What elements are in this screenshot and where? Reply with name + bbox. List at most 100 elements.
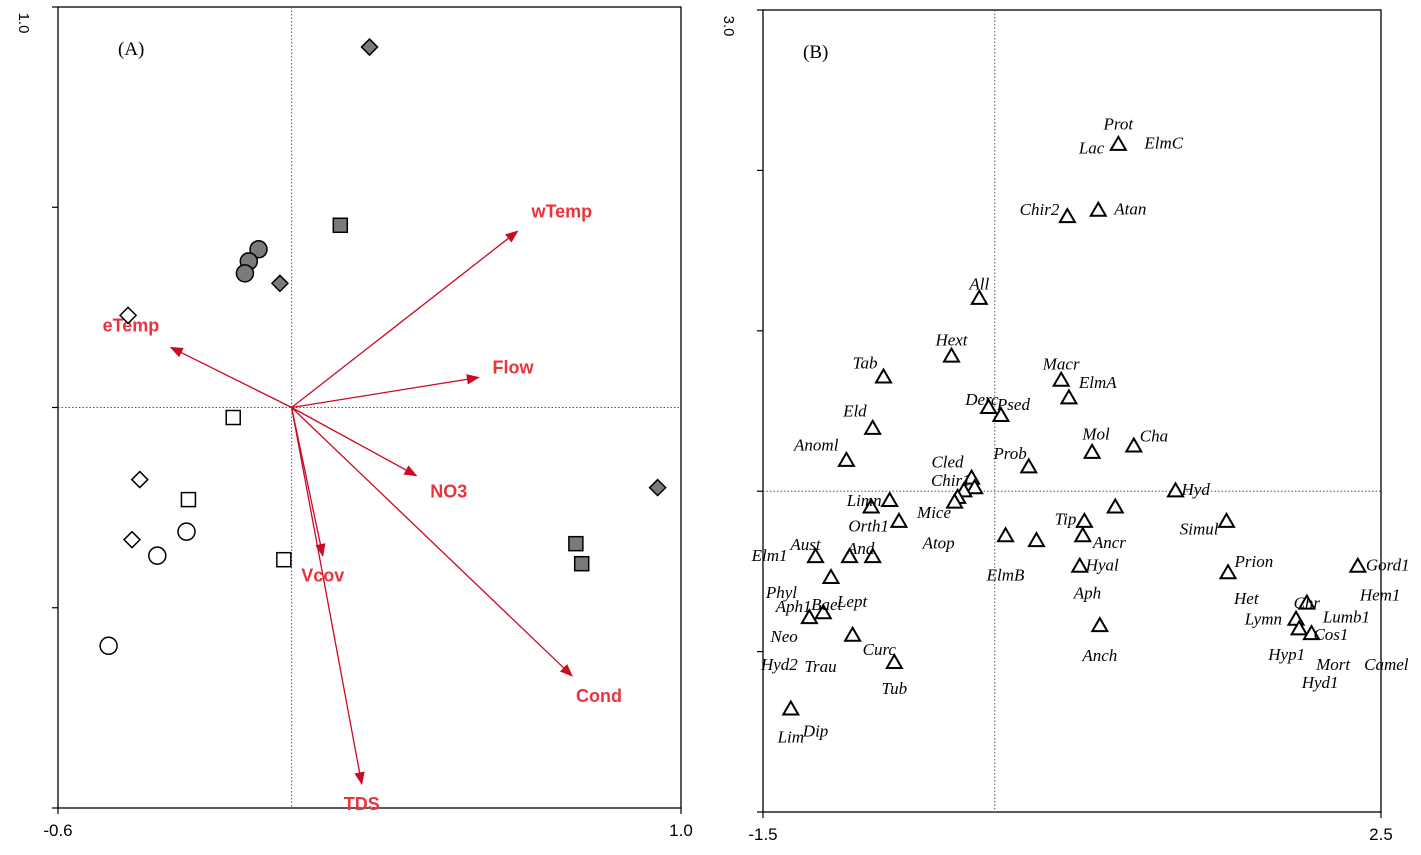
species-marker-triangle: [1109, 134, 1128, 151]
species-label-mice: Mice: [916, 503, 951, 522]
species-marker-triangle: [1106, 497, 1125, 514]
species-marker-triangle: [1082, 442, 1102, 459]
species-label-prot: Prot: [1103, 115, 1135, 134]
species-label-phyl: Phyl: [765, 583, 797, 602]
species-marker-triangle: [1218, 563, 1238, 580]
env-vector-wtemp-label: wTemp: [530, 201, 592, 221]
species-marker-triangle: [1348, 556, 1368, 573]
species-label-and: And: [846, 539, 875, 558]
species-marker-triangle: [889, 511, 909, 528]
site-marker-circle-open: [99, 636, 118, 656]
site-marker-square-open: [180, 491, 197, 508]
species-label-baet: Baet: [811, 595, 843, 614]
species-label-hyal: Hyal: [1085, 556, 1119, 575]
species-label-cos1: Cos1: [1313, 625, 1348, 644]
env-vector-no3-arrow: [291, 406, 418, 477]
species-marker-triangle: [1297, 593, 1317, 610]
species-label-elm1: Elm1: [751, 546, 788, 565]
panel-b-plot-frame: [762, 9, 1382, 813]
species-marker-triangle: [979, 397, 998, 414]
env-vector-flow-label: Flow: [493, 357, 535, 377]
site-marker-circle-filled: [249, 240, 268, 259]
species-label-dip: Dip: [802, 721, 829, 740]
species-marker-triangle: [800, 608, 819, 625]
species-label-orth1: Orth1: [848, 517, 889, 536]
species-label-prob: Prob: [992, 444, 1026, 463]
panel-b: -1.5 2.5 3.0 (B) Prot ElmC Lac Chir2 Atan All Hext…: [720, 9, 1410, 844]
species-label-hext: Hext: [934, 330, 968, 349]
species-label-elmb: ElmB: [986, 565, 1025, 584]
site-marker-circle-open: [177, 522, 196, 541]
species-label-cled: Cled: [931, 452, 964, 471]
panel-b-y-top-tick-label: 3.0: [720, 16, 737, 37]
site-marker-diamond-open: [130, 470, 149, 489]
species-label-lept: Lept: [836, 592, 869, 611]
species-label-tab: Tab: [853, 353, 878, 372]
species-marker-triangle: [885, 653, 904, 670]
env-vector-cond-label: Cond: [576, 686, 622, 706]
species-marker-triangle: [1286, 609, 1306, 626]
species-label-chir1: Chir1: [931, 471, 971, 490]
species-marker-triangle: [843, 625, 862, 642]
species-marker-triangle: [1166, 481, 1185, 498]
species-label-macr: Macr: [1042, 355, 1080, 374]
species-label-atop: Atop: [922, 534, 955, 553]
site-marker-square-filled: [332, 217, 349, 234]
species-marker-triangle: [840, 547, 859, 564]
species-marker-triangle: [1217, 511, 1236, 528]
species-label-chr: Chr: [1294, 594, 1321, 613]
site-marker-square-filled: [573, 555, 590, 572]
panel-a: -0.61.01.0(A)wTempeTempFlowNO3VcovTDSCon…: [15, 6, 693, 840]
species-marker-triangle: [814, 603, 833, 620]
species-marker-triangle: [996, 526, 1015, 543]
species-marker-triangle: [1089, 200, 1108, 217]
species-label-aph: Aph: [1073, 584, 1101, 603]
species-label-cha: Cha: [1140, 426, 1168, 445]
species-label-hyd1: Hyd1: [1301, 673, 1339, 692]
species-label-anoml: Anoml: [793, 436, 839, 455]
species-label-psed: Psed: [996, 395, 1031, 414]
species-marker-triangle: [1075, 511, 1094, 528]
species-label-prion: Prion: [1234, 552, 1274, 571]
species-label-chir2: Chir2: [1020, 200, 1060, 219]
species-label-elma: ElmA: [1078, 373, 1117, 392]
species-label-eld: Eld: [842, 402, 867, 421]
panel-a-y-top-tick-label: 1.0: [15, 13, 32, 34]
species-marker-triangle: [970, 288, 989, 305]
species-label-hyd: Hyd: [1181, 480, 1211, 499]
species-marker-triangle: [806, 547, 825, 564]
species-marker-triangle: [1051, 370, 1071, 387]
species-marker-triangle: [863, 418, 882, 435]
species-marker-triangle: [781, 699, 801, 716]
env-vector-no3-label: NO3: [430, 482, 467, 502]
env-vector-etemp-arrow: [169, 346, 292, 409]
species-label-camel: Camel: [1364, 655, 1409, 674]
site-marker-square-open: [276, 551, 292, 568]
site-marker-circle-open: [148, 546, 167, 565]
species-label-simul: Simul: [1180, 520, 1219, 539]
species-label-mort: Mort: [1315, 655, 1351, 674]
species-marker-triangle: [1058, 207, 1077, 224]
species-label-derc: Derc: [964, 390, 999, 409]
env-vector-cond-arrow: [291, 407, 573, 677]
species-label-limn: Limn: [846, 491, 882, 510]
site-marker-diamond-filled: [270, 274, 290, 293]
species-label-tip: Tip: [1055, 510, 1077, 529]
site-marker-diamond-filled: [360, 37, 379, 57]
site-marker-circle-filled: [235, 264, 255, 283]
species-label-lumb1: Lumb1: [1322, 608, 1370, 627]
species-label-elmc: ElmC: [1143, 134, 1183, 153]
species-marker-triangle: [861, 497, 881, 514]
site-marker-diamond-open: [119, 306, 138, 325]
species-marker-triangle: [821, 568, 841, 585]
env-vector-tds-label: TDS: [344, 794, 380, 814]
panel-a-x-tick-label: 1.0: [669, 821, 693, 840]
species-label-anch: Anch: [1081, 646, 1117, 665]
species-label-lac: Lac: [1078, 139, 1105, 158]
species-label-tub: Tub: [882, 679, 908, 698]
species-label-hyd2: Hyd2: [760, 655, 798, 674]
site-marker-square-open: [225, 409, 241, 426]
species-label-het: Het: [1233, 589, 1260, 608]
